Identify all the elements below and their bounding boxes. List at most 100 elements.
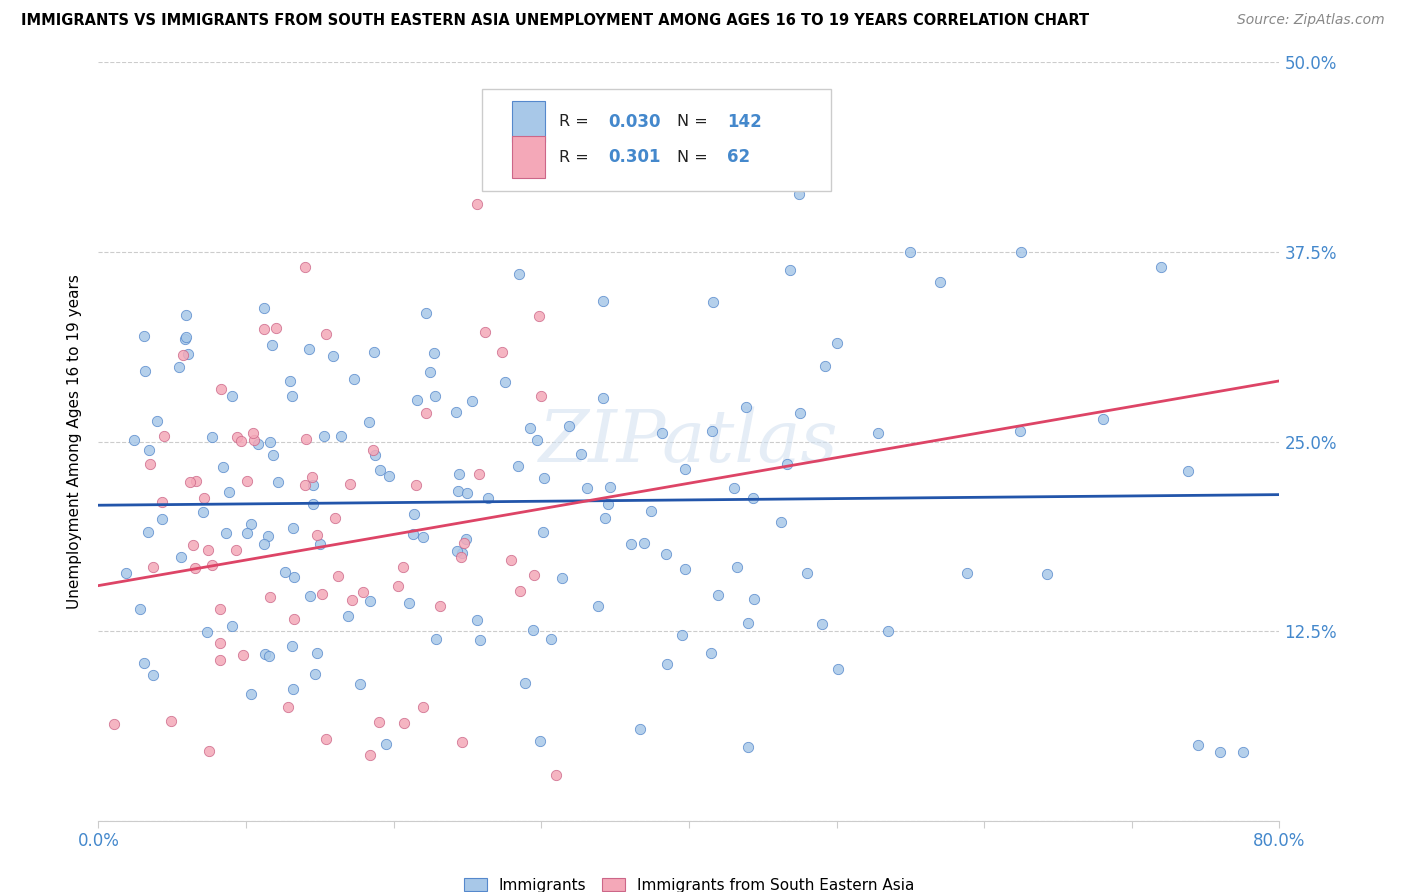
Point (259, 648, 281, 663)
Point (429, 599, 451, 614)
Point (253, 537, 276, 551)
Point (134, 363, 156, 377)
Text: 142: 142 (727, 112, 762, 130)
Point (225, 542, 247, 557)
Point (368, 715, 391, 730)
Point (742, 491, 765, 506)
Point (956, 566, 979, 581)
Point (700, 646, 723, 660)
Point (742, 591, 765, 606)
Point (221, 389, 243, 403)
Point (142, 668, 165, 682)
Point (281, 682, 304, 697)
Point (221, 618, 243, 632)
Point (508, 458, 530, 473)
Point (671, 628, 693, 642)
Point (103, 717, 125, 731)
Point (179, 475, 201, 489)
Text: R =: R = (560, 114, 593, 129)
Point (322, 349, 344, 363)
Point (315, 327, 337, 342)
Point (530, 389, 553, 403)
Point (494, 138, 516, 153)
Point (232, 648, 254, 662)
Point (352, 585, 374, 599)
Point (392, 716, 415, 731)
Point (523, 567, 546, 582)
FancyBboxPatch shape (482, 89, 831, 191)
Point (1036, 567, 1059, 582)
Point (387, 579, 409, 593)
Point (527, 309, 550, 323)
Point (253, 648, 276, 662)
Point (900, 244, 922, 259)
Point (1008, 425, 1031, 439)
Point (496, 135, 519, 149)
Point (343, 371, 366, 385)
Point (208, 635, 231, 649)
Point (209, 382, 232, 396)
Point (153, 429, 176, 443)
Point (453, 536, 475, 550)
Point (551, 571, 574, 585)
Point (700, 425, 723, 439)
Point (451, 735, 474, 749)
Point (170, 550, 193, 565)
Point (150, 511, 173, 525)
Point (491, 344, 513, 359)
Point (198, 744, 221, 758)
Point (415, 406, 437, 420)
Point (725, 560, 748, 574)
Point (592, 293, 614, 308)
Point (415, 306, 437, 320)
Point (402, 507, 425, 521)
Point (540, 632, 562, 647)
Point (546, 768, 568, 782)
Point (139, 458, 162, 472)
Point (138, 443, 160, 458)
Point (174, 330, 197, 344)
Point (273, 565, 295, 579)
Point (406, 393, 429, 408)
Point (363, 344, 385, 359)
Point (868, 426, 890, 441)
Point (810, 616, 832, 631)
Point (252, 322, 274, 336)
Point (1187, 738, 1209, 752)
Point (465, 613, 488, 627)
Point (499, 553, 522, 567)
Point (533, 471, 555, 485)
Point (378, 469, 401, 483)
Text: N =: N = (678, 114, 713, 129)
Point (181, 538, 204, 552)
Text: 62: 62 (727, 148, 749, 166)
Point (326, 569, 349, 583)
Point (423, 345, 446, 359)
Point (628, 722, 651, 736)
Point (770, 515, 793, 529)
Point (259, 590, 281, 604)
Point (184, 474, 207, 488)
Point (277, 700, 299, 714)
Point (1177, 465, 1199, 479)
Point (281, 639, 304, 653)
Point (159, 714, 181, 728)
Point (283, 521, 305, 535)
Bar (512, 136, 546, 178)
Point (193, 505, 215, 519)
Point (239, 516, 262, 531)
Point (312, 429, 335, 443)
Point (209, 601, 232, 615)
Point (447, 483, 470, 498)
Point (235, 474, 257, 488)
Point (461, 394, 484, 409)
Point (340, 593, 363, 607)
Point (278, 374, 301, 388)
Point (789, 406, 811, 420)
Point (1010, 244, 1032, 259)
Point (456, 486, 478, 500)
Point (167, 359, 190, 374)
Point (569, 447, 592, 461)
Point (337, 608, 360, 623)
Point (242, 425, 264, 440)
